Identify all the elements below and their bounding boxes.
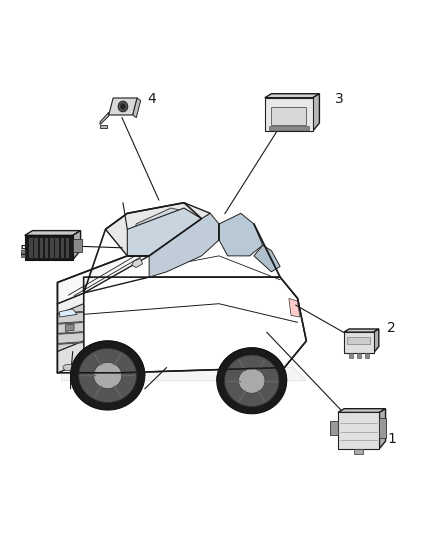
Polygon shape	[109, 98, 137, 115]
Polygon shape	[238, 368, 265, 393]
Polygon shape	[344, 332, 374, 353]
Polygon shape	[379, 409, 385, 449]
Polygon shape	[217, 348, 287, 381]
Polygon shape	[21, 251, 25, 257]
Polygon shape	[100, 112, 109, 125]
Polygon shape	[127, 208, 201, 256]
Polygon shape	[25, 231, 81, 236]
Polygon shape	[55, 238, 59, 258]
Ellipse shape	[118, 101, 128, 112]
Polygon shape	[57, 256, 149, 304]
Polygon shape	[34, 238, 38, 258]
Polygon shape	[269, 126, 308, 130]
Polygon shape	[338, 409, 385, 413]
Polygon shape	[60, 309, 77, 317]
Polygon shape	[59, 312, 82, 314]
Polygon shape	[79, 349, 137, 402]
Polygon shape	[50, 238, 53, 258]
Ellipse shape	[120, 103, 126, 109]
Polygon shape	[59, 342, 82, 344]
Polygon shape	[84, 277, 306, 373]
Polygon shape	[272, 107, 306, 125]
Polygon shape	[365, 353, 369, 358]
Polygon shape	[29, 238, 32, 258]
Polygon shape	[347, 337, 370, 344]
Polygon shape	[149, 213, 219, 277]
Polygon shape	[132, 259, 143, 268]
Polygon shape	[349, 353, 353, 358]
Text: 5: 5	[20, 244, 29, 257]
Text: 4: 4	[147, 92, 155, 106]
Polygon shape	[217, 348, 287, 414]
Polygon shape	[265, 98, 313, 131]
Polygon shape	[25, 236, 73, 260]
Polygon shape	[66, 238, 69, 258]
Text: 3: 3	[335, 92, 343, 106]
Polygon shape	[354, 449, 363, 454]
Polygon shape	[136, 208, 193, 235]
Polygon shape	[59, 322, 82, 324]
Polygon shape	[106, 203, 210, 256]
Polygon shape	[39, 238, 43, 258]
Text: 2: 2	[387, 321, 396, 335]
Polygon shape	[57, 341, 84, 373]
Polygon shape	[219, 213, 263, 256]
Polygon shape	[379, 418, 386, 438]
Polygon shape	[73, 239, 82, 252]
Polygon shape	[338, 413, 379, 449]
Polygon shape	[62, 368, 306, 381]
Ellipse shape	[63, 365, 74, 370]
Polygon shape	[357, 353, 361, 358]
Polygon shape	[71, 341, 145, 410]
Polygon shape	[374, 329, 379, 353]
Polygon shape	[60, 238, 64, 258]
Polygon shape	[133, 98, 141, 118]
Polygon shape	[254, 245, 280, 272]
Polygon shape	[344, 329, 379, 332]
Polygon shape	[94, 362, 122, 389]
Polygon shape	[57, 304, 84, 352]
Polygon shape	[330, 421, 338, 435]
Polygon shape	[289, 298, 300, 317]
Polygon shape	[45, 238, 48, 258]
Polygon shape	[313, 94, 319, 131]
Polygon shape	[57, 293, 84, 373]
Polygon shape	[59, 332, 82, 334]
Text: 1: 1	[387, 432, 396, 446]
Polygon shape	[71, 341, 145, 375]
Polygon shape	[100, 125, 106, 128]
Polygon shape	[73, 231, 81, 260]
Polygon shape	[225, 355, 279, 407]
Polygon shape	[265, 94, 319, 98]
Polygon shape	[65, 324, 74, 332]
